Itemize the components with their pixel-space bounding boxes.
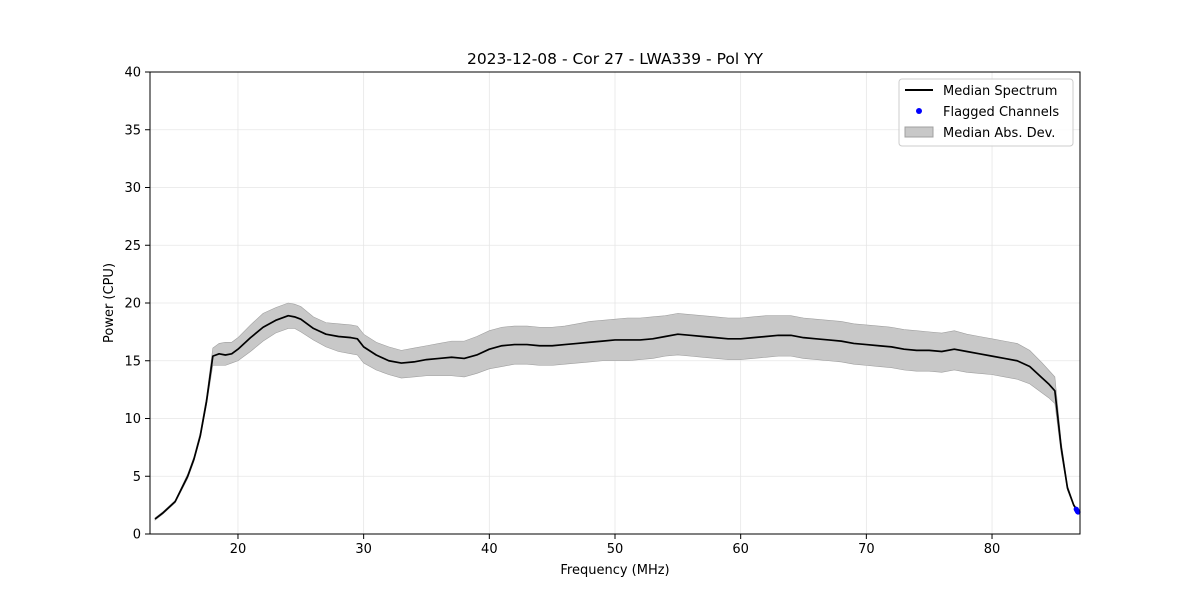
legend-mad-label: Median Abs. Dev. [943, 126, 1055, 141]
x-tick-label: 70 [858, 542, 875, 557]
y-axis-label: Power (CPU) [102, 263, 117, 343]
flagged-channel-point [1075, 509, 1081, 515]
y-tick-label: 20 [124, 297, 141, 312]
x-axis-label: Frequency (MHz) [560, 563, 669, 578]
x-tick-label: 20 [230, 542, 247, 557]
y-tick-label: 10 [124, 412, 141, 427]
legend-median-label: Median Spectrum [943, 84, 1057, 99]
median-spectrum-line [154, 314, 1079, 520]
y-axis-ticks: 0 5 10 15 20 25 30 35 40 [124, 66, 150, 543]
legend-mad-swatch [904, 126, 934, 138]
y-tick-label: 25 [124, 239, 141, 254]
x-tick-label: 50 [607, 542, 624, 557]
y-tick-label: 0 [133, 528, 141, 543]
y-tick-label: 40 [124, 66, 141, 81]
x-tick-label: 80 [984, 542, 1001, 557]
median-line-layer [154, 314, 1079, 520]
y-tick-label: 30 [124, 181, 141, 196]
x-tick-label: 40 [481, 542, 498, 557]
y-tick-label: 5 [133, 470, 141, 485]
legend-flagged-swatch [916, 108, 922, 114]
x-tick-label: 30 [355, 542, 372, 557]
legend-flagged-label: Flagged Channels [943, 105, 1059, 120]
legend-box [898, 78, 1074, 147]
x-tick-label: 60 [732, 542, 749, 557]
y-tick-label: 35 [124, 123, 141, 138]
flagged-points-layer [1073, 506, 1081, 515]
legend: Median Spectrum Flagged Channels Median … [898, 78, 1074, 147]
chart-title: 2023-12-08 - Cor 27 - LWA339 - Pol YY [467, 50, 764, 68]
y-tick-label: 15 [124, 354, 141, 369]
x-axis-ticks: 20 30 40 50 60 70 80 [230, 534, 1001, 557]
